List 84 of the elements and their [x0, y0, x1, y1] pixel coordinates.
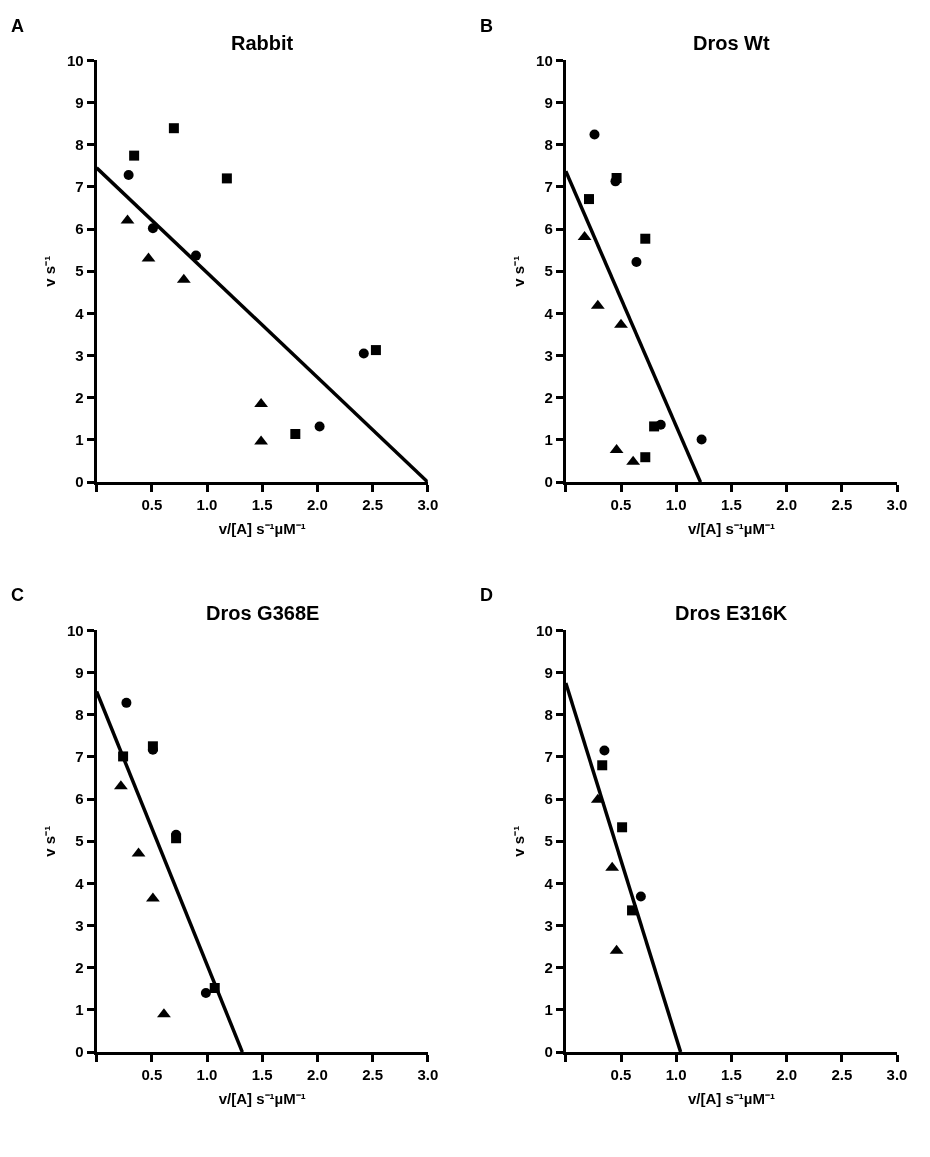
x-tick-label: 0.5 [141, 1066, 163, 1084]
x-axis-title: v/[A] s⁻¹µM⁻¹ [218, 1090, 306, 1108]
x-tick-label: 2.0 [306, 1066, 328, 1084]
text: C [11, 585, 24, 605]
y-tick-label: 5 [544, 832, 553, 850]
y-axis-title: v s⁻¹ [510, 255, 528, 287]
y-tick-label: 7 [544, 748, 553, 766]
chart-title: Dros G368E [206, 602, 320, 624]
y-tick-label: 8 [75, 135, 84, 153]
y-tick-label: 3 [75, 916, 84, 934]
x-tick-label: 3.0 [886, 496, 908, 514]
y-tick-label: 6 [75, 790, 84, 808]
x-tick-label: 2.5 [831, 1066, 853, 1084]
x-tick-label: 3.0 [417, 1066, 439, 1084]
y-tick-label: 4 [75, 304, 85, 322]
x-tick-label: 0.5 [610, 496, 632, 514]
y-tick-label: 10 [66, 51, 84, 69]
y-tick-label: 5 [544, 262, 553, 280]
x-tick-label: 2.5 [831, 496, 853, 514]
y-tick-label: 2 [75, 958, 84, 976]
y-axis-title: v s⁻¹ [41, 255, 59, 287]
y-tick-label: 10 [536, 621, 553, 639]
x-tick-label: 1.5 [251, 496, 273, 514]
y-tick-label: 4 [544, 874, 554, 892]
y-tick-label: 1 [544, 431, 553, 449]
y-tick-label: 3 [544, 346, 553, 364]
y-tick-label: 9 [544, 663, 553, 681]
text: B [480, 16, 493, 36]
x-tick-label: 2.0 [776, 1066, 798, 1084]
y-tick-label: 6 [75, 220, 84, 238]
x-axis-title: v/[A] s⁻¹µM⁻¹ [218, 520, 306, 538]
y-tick-label: 2 [544, 388, 553, 406]
y-tick-label: 0 [75, 1043, 84, 1061]
x-tick-label: 2.5 [362, 496, 384, 514]
x-tick-label: 0.5 [610, 1066, 632, 1084]
y-tick-label: 0 [544, 1043, 553, 1061]
text: D [480, 585, 493, 605]
y-tick-label: 8 [544, 705, 553, 723]
x-axis-title: v/[A] s⁻¹µM⁻¹ [687, 520, 775, 538]
y-tick-label: 9 [75, 663, 84, 681]
y-tick-label: 3 [75, 346, 84, 364]
x-tick-label: 1.5 [251, 1066, 273, 1084]
y-tick-label: 9 [544, 93, 553, 111]
y-tick-label: 2 [544, 958, 553, 976]
y-tick-label: 10 [66, 621, 84, 639]
x-tick-label: 1.0 [665, 1066, 687, 1084]
y-tick-label: 5 [75, 832, 84, 850]
y-tick-label: 7 [75, 178, 84, 196]
y-tick-label: 4 [544, 304, 554, 322]
y-tick-label: 2 [75, 388, 84, 406]
y-tick-label: 0 [75, 473, 84, 491]
x-tick-label: 3.0 [417, 496, 439, 514]
y-tick-label: 8 [75, 705, 84, 723]
x-tick-label: 1.5 [720, 1066, 742, 1084]
chart-title: Dros E316K [675, 602, 788, 624]
x-tick-label: 2.0 [776, 496, 798, 514]
x-tick-label: 1.0 [196, 1066, 218, 1084]
x-tick-label: 2.5 [362, 1066, 384, 1084]
x-tick-label: 3.0 [886, 1066, 908, 1084]
y-tick-label: 1 [75, 1001, 84, 1019]
chart-title: Rabbit [231, 32, 294, 54]
x-axis-title: v/[A] s⁻¹µM⁻¹ [687, 1090, 775, 1108]
x-tick-label: 1.0 [196, 496, 218, 514]
y-tick-label: 3 [544, 916, 553, 934]
y-tick-label: 6 [544, 220, 553, 238]
y-tick-label: 8 [544, 135, 553, 153]
y-tick-label: 4 [75, 874, 85, 892]
y-tick-label: 7 [75, 748, 84, 766]
x-tick-label: 2.0 [306, 496, 328, 514]
y-tick-label: 6 [544, 790, 553, 808]
y-tick-label: 7 [544, 178, 553, 196]
x-tick-label: 1.0 [665, 496, 687, 514]
x-tick-label: 1.5 [720, 496, 742, 514]
y-tick-label: 1 [544, 1001, 553, 1019]
y-tick-label: 0 [544, 473, 553, 491]
y-tick-label: 10 [536, 51, 553, 69]
y-tick-label: 9 [75, 93, 84, 111]
text: A [11, 16, 24, 36]
chart-title: Dros Wt [693, 32, 770, 54]
x-tick-label: 0.5 [141, 496, 163, 514]
y-axis-title: v s⁻¹ [41, 825, 59, 857]
y-axis-title: v s⁻¹ [510, 825, 528, 857]
y-tick-label: 5 [75, 262, 84, 280]
y-tick-label: 1 [75, 431, 84, 449]
